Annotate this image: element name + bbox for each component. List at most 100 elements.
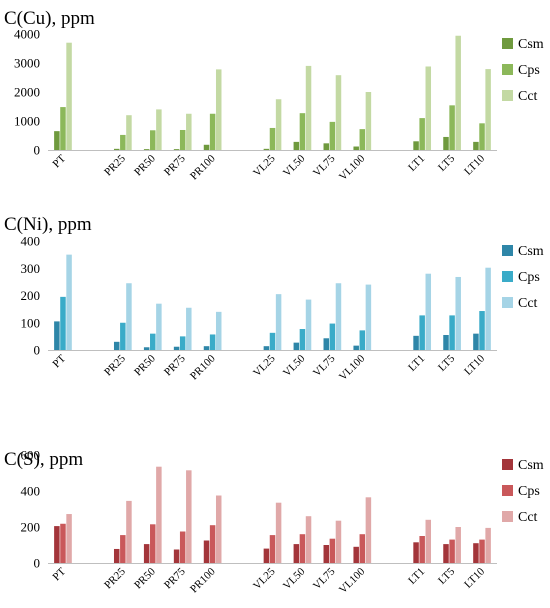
bar-cct [66,42,72,151]
y-tick-label: 0 [34,556,41,571]
bar-csm [263,548,270,563]
legend-label: Cps [518,63,540,78]
bar-cps [359,129,366,150]
bar-cct [275,294,282,350]
x-tick-label: PR100 [188,152,218,182]
bar-csm [263,148,270,150]
y-tick-label: 200 [21,288,41,303]
legend-label: Csm [518,244,544,259]
bar-cps [60,296,66,350]
y-tick-label: 400 [21,484,41,499]
bar-csm [293,342,300,350]
bar-cps [449,105,455,150]
x-tick-label: PR75 [162,565,188,591]
x-tick-label: LT5 [436,152,458,174]
x-tick-label: LT1 [406,353,427,374]
bar-cct [425,66,432,150]
bar-cps [449,315,455,350]
bar-csm [443,335,449,350]
bar-cps [209,113,216,150]
bar-cps [449,539,455,563]
bar-cct [305,516,312,563]
bar-csm [353,546,359,563]
x-tick-label: VL75 [311,352,338,379]
bar-cps [329,323,336,350]
x-tick-label: PR75 [162,152,188,178]
bar-csm [323,338,330,350]
bar-cct [485,267,491,350]
x-tick-label: VL25 [251,152,278,179]
chart-3: C(S), ppm 0 200 400 600 PT PR25 PR50 PR75 PR100 VL… [4,448,544,597]
y-tick-label: 1000 [14,114,40,129]
bar-csm [443,136,449,150]
bar-csm [54,526,60,563]
x-tick-label: PR25 [102,152,128,178]
x-tick-label: VL25 [251,565,278,592]
bar-cct [305,299,312,350]
x-tick-label: VL50 [281,152,308,179]
x-tick-label: PR50 [132,565,158,591]
x-tick-label: LT1 [406,566,427,587]
bar-cps [120,322,126,350]
bar-cct [305,65,312,150]
chart-1: C(Cu), ppm 0 1000 2000 3000 4000 PT PR25 PR50 PR7… [4,8,544,183]
x-tick-label: VL100 [337,565,368,596]
legend-label: Cct [518,510,538,525]
bar-cps [479,311,485,350]
bar-csm [443,544,449,563]
x-tick-label: PR25 [102,565,128,591]
bar-cps [209,334,216,350]
x-tick-label: LT5 [436,352,458,374]
bar-cct [365,284,372,350]
bar-cps [299,113,306,150]
chart-title: C(Ni), ppm [4,214,92,235]
bar-cct [215,495,222,563]
bar-cps [329,121,336,150]
bar-cct [186,470,192,563]
x-tick-label: VL100 [337,352,368,383]
bar-csm [54,131,60,150]
bar-cps [269,127,276,150]
chart-title: C(Cu), ppm [4,8,95,29]
x-tick-label: PR50 [132,352,158,378]
legend-swatch [502,511,513,522]
bar-cps [419,536,425,563]
bar-csm [203,540,210,563]
bar-cps [269,332,276,350]
legend-swatch [502,271,513,282]
bar-csm [413,335,419,350]
x-tick-label: LT1 [406,153,427,174]
x-tick-label: LT5 [436,565,458,587]
bar-cps [419,118,425,150]
bar-cct [156,466,162,563]
bar-cct [156,303,162,350]
bar-csm [353,146,359,150]
bar-csm [413,542,419,563]
legend-swatch [502,485,513,496]
legend-label: Cps [518,484,540,499]
bar-csm [113,341,120,350]
legend-swatch [502,297,513,308]
x-tick-label: VL75 [311,152,338,179]
bar-csm [293,141,300,150]
bar-cct [126,115,132,150]
bar-cct [455,527,461,563]
bar-cct [455,276,461,350]
bar-csm [473,543,479,563]
bar-cct [275,99,282,150]
x-tick-label: PR100 [188,565,218,595]
legend-label: Cct [518,89,538,104]
chart-2: C(Ni), ppm 0 100 200 300 400 PT PR25 PR50 PR75 PR1… [4,214,544,383]
bar-cct [186,113,192,150]
x-tick-label: PR50 [132,152,158,178]
bar-cct [335,75,342,150]
bar-cct [275,502,282,563]
x-tick-label: PT [51,565,69,583]
bar-cct [186,307,192,350]
x-tick-label: PT [51,152,69,170]
bar-cps [299,534,306,563]
bar-cps [179,129,186,150]
bar-cps [269,535,276,563]
bar-csm [173,549,180,563]
